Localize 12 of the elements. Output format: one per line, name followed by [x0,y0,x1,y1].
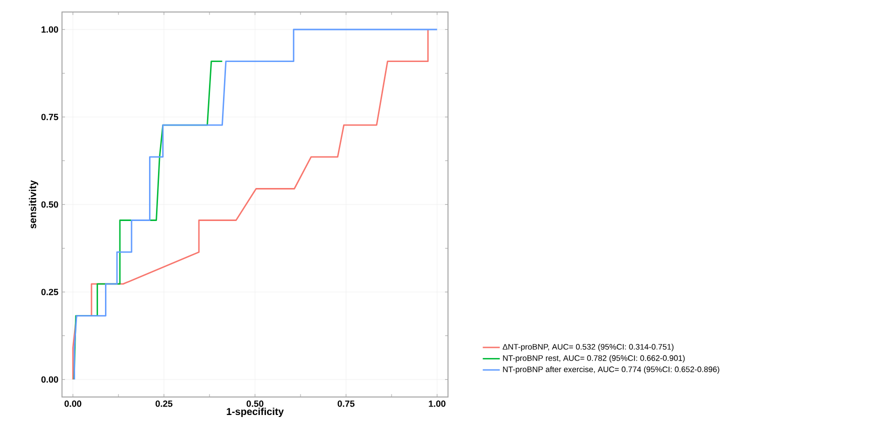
x-tick-label: 0.00 [64,400,82,407]
y-tick-label: 1.00 [42,26,58,33]
y-tick-label: 0.50 [41,201,58,208]
x-tick-label: 0.25 [156,400,172,407]
x-tick-label: 0.50 [246,400,264,407]
x-tick-label: 1.00 [428,400,446,407]
x-axis-title: 1-specificity [226,408,284,418]
y-tick-label: 0.75 [41,114,58,120]
y-tick-label: 0.25 [41,288,58,296]
x-tick-label: 0.75 [338,400,355,407]
y-tick-label: 0.00 [41,376,58,383]
y-axis-title: sensitivity [28,180,38,229]
